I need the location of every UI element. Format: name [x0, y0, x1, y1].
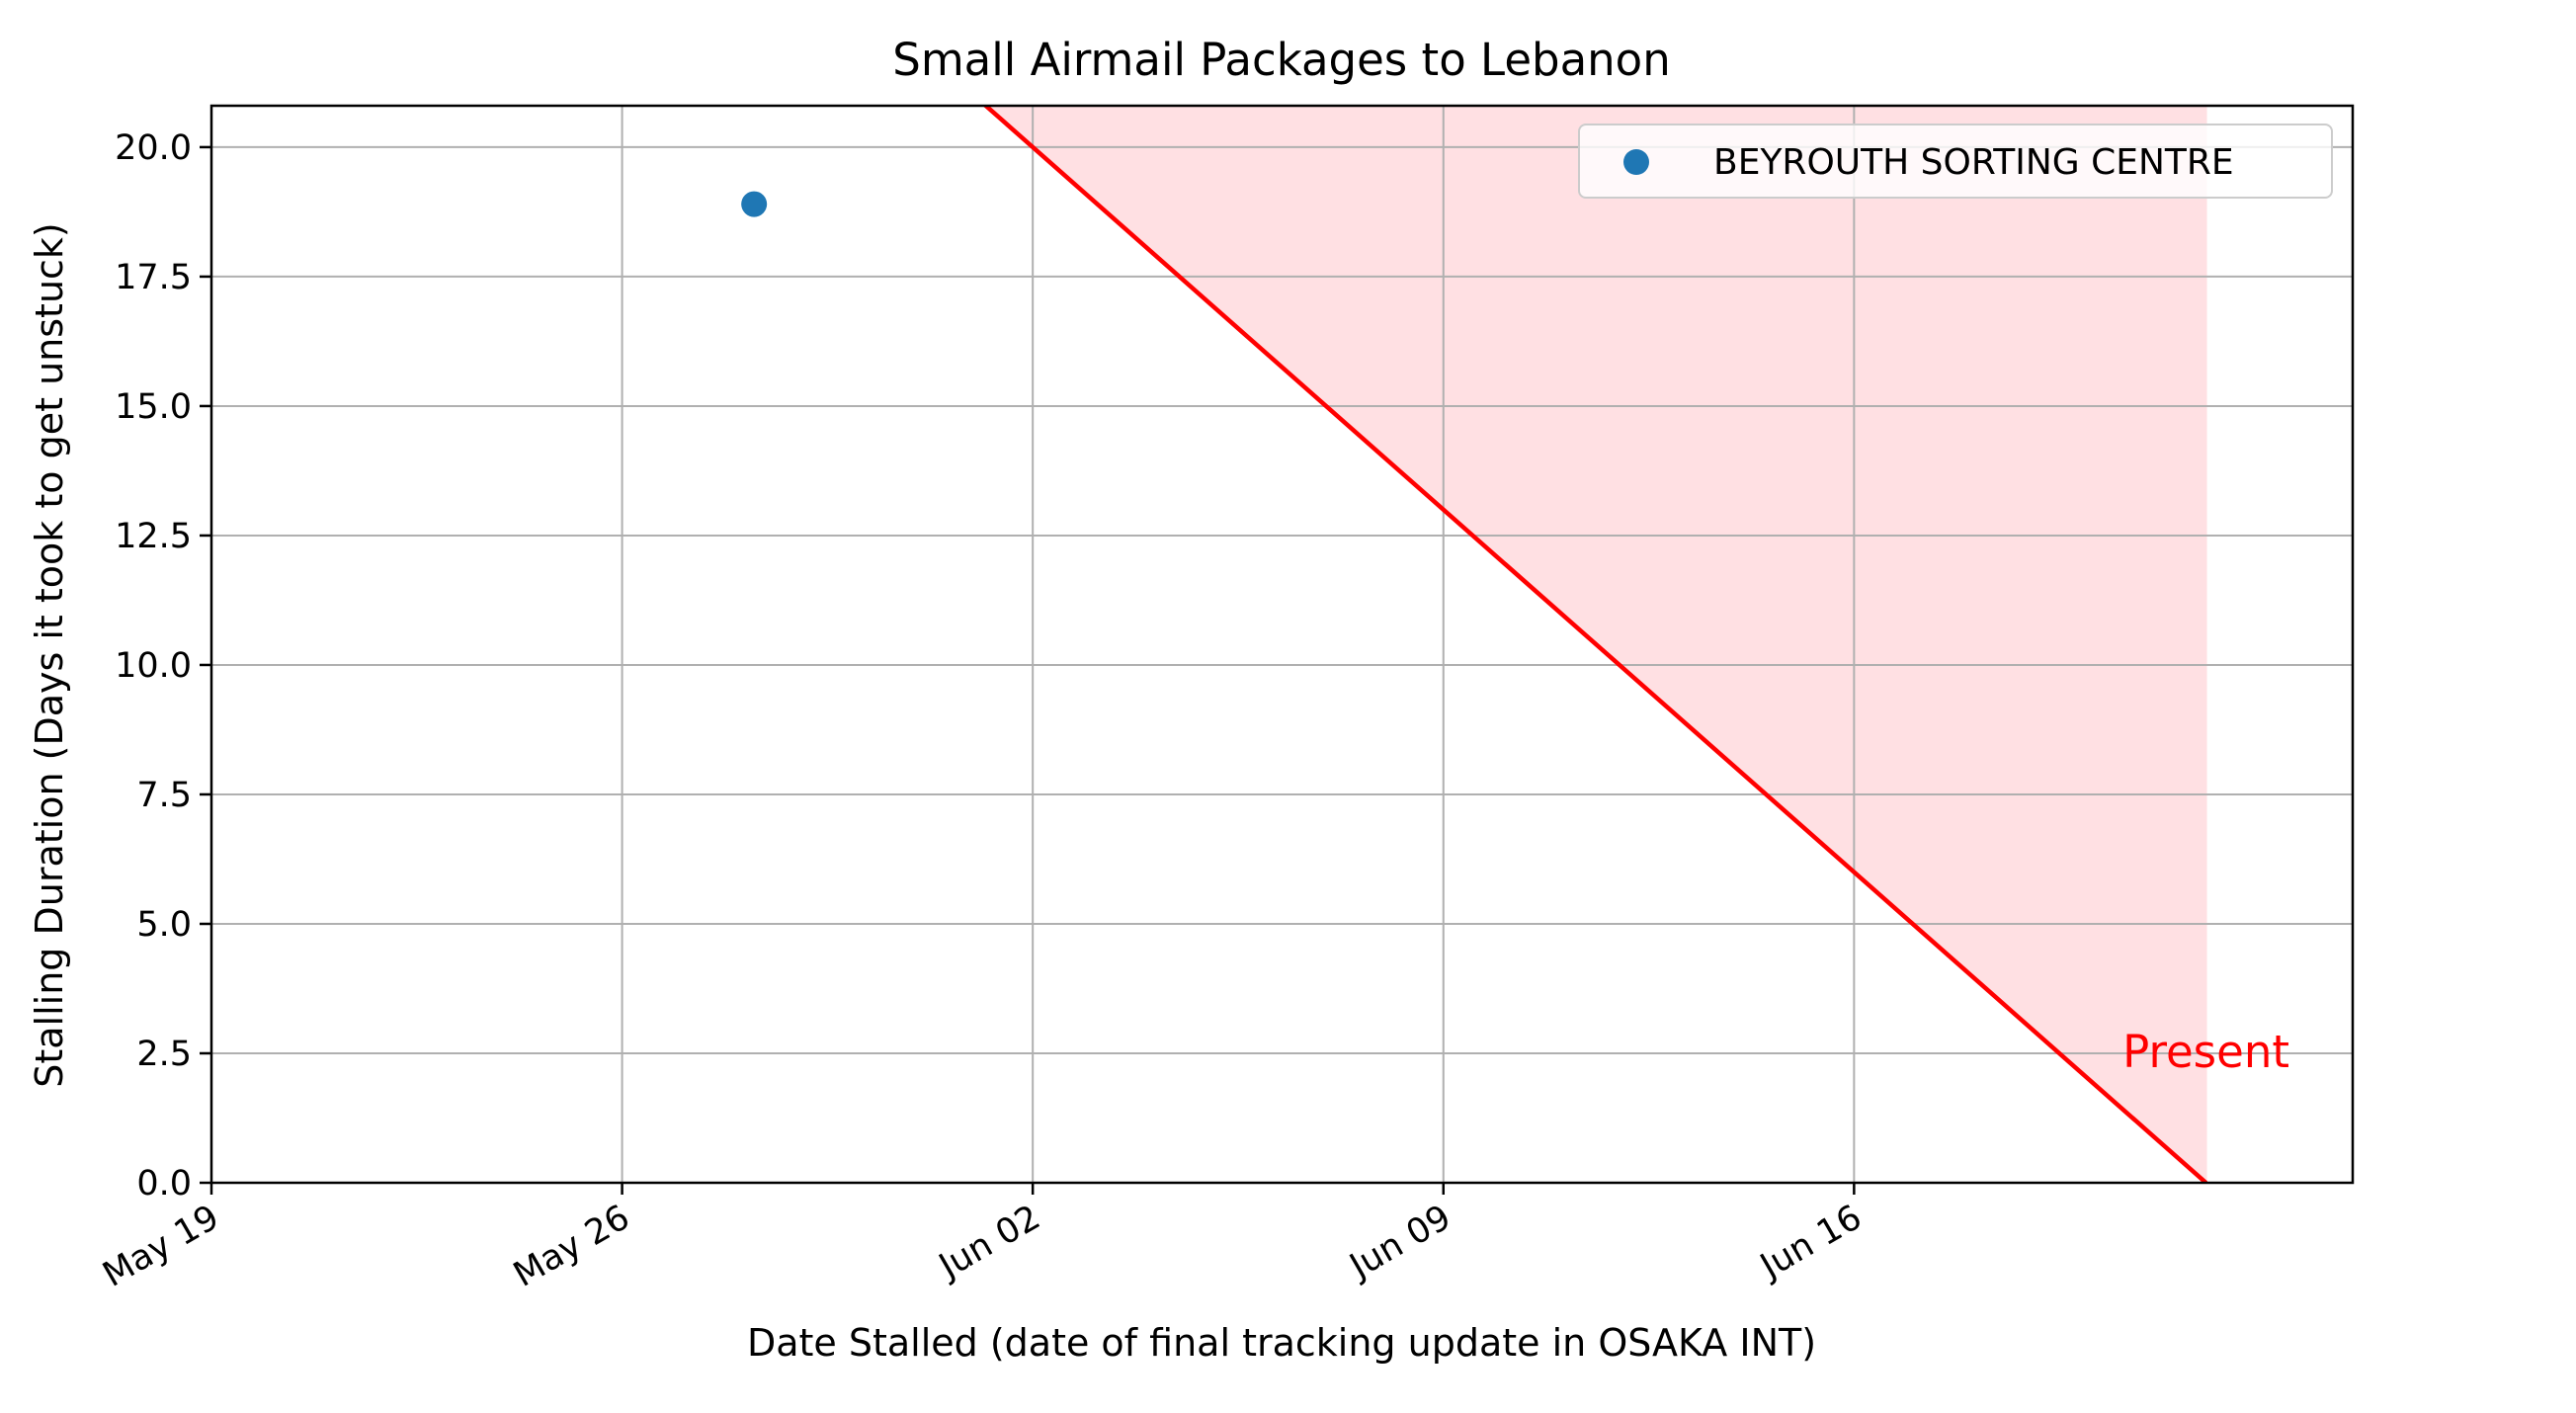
legend-label: BEYROUTH SORTING CENTRE — [1713, 142, 2234, 183]
present-annotation: Present — [2122, 1026, 2289, 1078]
plot-contents — [211, 106, 2353, 1183]
present-line — [982, 106, 2208, 1183]
y-tick-label: 15.0 — [115, 387, 192, 427]
legend-marker — [1623, 149, 1649, 175]
y-tick-label: 5.0 — [136, 905, 192, 945]
y-tick-label: 20.0 — [115, 128, 192, 168]
y-tick-label: 12.5 — [115, 517, 192, 556]
legend: BEYROUTH SORTING CENTRE — [1578, 124, 2333, 199]
y-tick-label: 7.5 — [136, 776, 192, 815]
legend-box — [1578, 124, 2333, 199]
y-tick-label: 0.0 — [136, 1164, 192, 1204]
axes-frame — [209, 104, 2355, 1185]
y-tick-label: 17.5 — [115, 258, 192, 297]
x-axis-label: Date Stalled (date of final tracking upd… — [747, 1321, 1816, 1365]
y-axis-label: Stalling Duration (Days it took to get u… — [28, 222, 71, 1088]
data-point — [741, 191, 768, 217]
chart-title: Small Airmail Packages to Lebanon — [892, 34, 1670, 86]
y-tick-label: 2.5 — [136, 1035, 192, 1074]
y-tick-label: 10.0 — [115, 646, 192, 686]
